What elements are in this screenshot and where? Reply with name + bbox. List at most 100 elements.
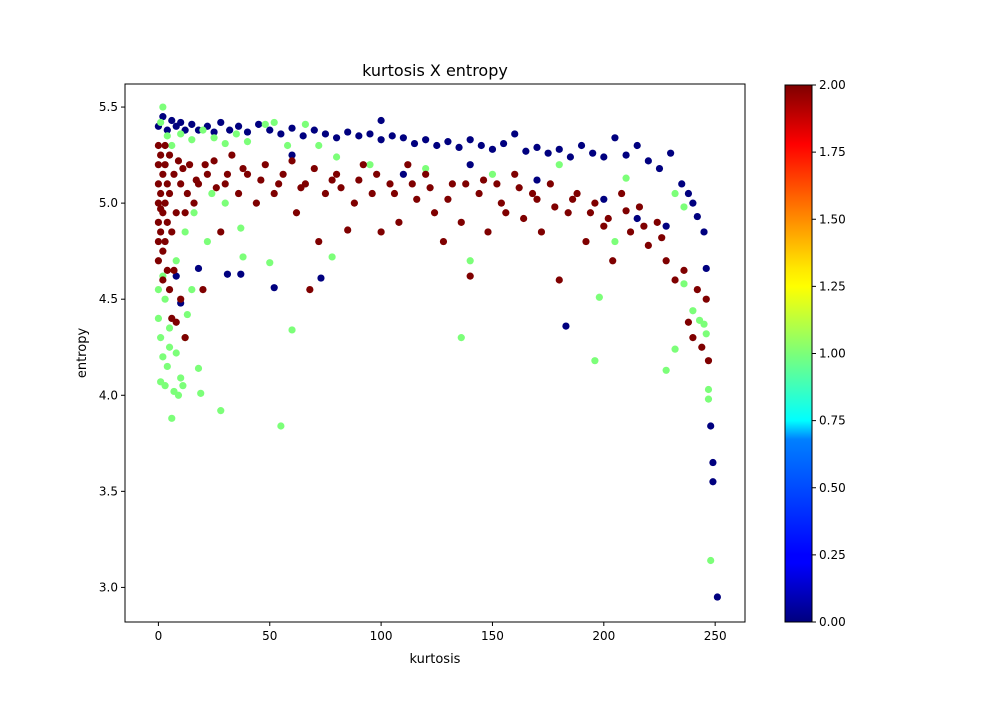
scatter-point-class-2 <box>159 170 167 178</box>
scatter-point-class-1 <box>179 382 187 390</box>
points-layer <box>154 103 721 601</box>
scatter-point-class-2 <box>493 180 501 188</box>
scatter-point-class-2 <box>165 285 174 294</box>
scatter-point-class-2 <box>537 228 546 236</box>
colorbar-tick-label: 0.50 <box>819 481 846 495</box>
scatter-point-class-2 <box>640 222 648 230</box>
scatter-point-class-2 <box>332 170 341 178</box>
colorbar-tick-label: 1.25 <box>819 279 846 293</box>
scatter-point-class-2 <box>555 276 563 284</box>
scatter-point-class-0 <box>377 116 385 125</box>
chart-title: kurtosis X entropy <box>362 61 508 80</box>
scatter-point-class-0 <box>477 141 485 150</box>
scatter-point-class-0 <box>709 458 717 467</box>
scatter-point-class-0 <box>168 116 176 125</box>
scatter-point-class-1 <box>163 362 171 371</box>
scatter-point-class-0 <box>172 272 180 280</box>
scatter-point-class-2 <box>430 209 439 217</box>
scatter-point-class-0 <box>444 138 452 146</box>
scatter-point-class-0 <box>266 126 274 134</box>
scatter-point-class-2 <box>684 318 693 326</box>
scatter-point-class-2 <box>564 209 572 217</box>
y-axis-ticks: 3.0 3.5 4.0 4.5 5.0 5.5 <box>99 100 125 594</box>
scatter-point-class-0 <box>713 593 721 601</box>
colorbar-tick-label: 1.00 <box>819 347 846 361</box>
scatter-point-class-2 <box>502 209 510 217</box>
scatter-point-class-1 <box>243 138 252 146</box>
scatter-point-class-2 <box>439 237 448 246</box>
x-tick-label: 200 <box>592 629 615 643</box>
scatter-point-class-2 <box>337 184 345 192</box>
y-tick-label: 3.0 <box>99 580 118 594</box>
scatter-point-class-0 <box>522 147 530 155</box>
scatter-point-class-1 <box>221 199 229 207</box>
scatter-point-class-1 <box>194 364 203 372</box>
scatter-point-class-1 <box>457 334 465 342</box>
scatter-point-class-0 <box>299 132 307 140</box>
scatter-point-class-2 <box>161 237 169 246</box>
scatter-point-class-0 <box>488 145 497 153</box>
y-tick-label: 5.0 <box>99 196 118 210</box>
scatter-point-class-0 <box>422 136 430 144</box>
scatter-point-class-1 <box>332 153 341 161</box>
scatter-point-class-2 <box>600 222 608 230</box>
scatter-point-class-2 <box>163 266 171 274</box>
colorbar-tick-label: 1.50 <box>819 212 846 226</box>
scatter-point-class-2 <box>528 189 537 198</box>
scatter-point-class-2 <box>179 164 187 173</box>
scatter-point-class-0 <box>188 120 196 128</box>
scatter-point-class-0 <box>544 149 552 157</box>
scatter-point-class-0 <box>700 228 708 236</box>
scatter-point-class-1 <box>210 134 218 142</box>
scatter-point-class-2 <box>221 180 229 188</box>
scatter-point-class-0 <box>210 128 218 136</box>
colorbar-ticks: 0.00 0.25 0.50 0.75 1.00 1.25 1.50 1.75 2.00 <box>812 78 846 629</box>
scatter-point-class-0 <box>693 212 701 221</box>
y-tick-label: 4.5 <box>99 292 118 306</box>
scatter-point-class-1 <box>188 136 196 144</box>
scatter-point-class-0 <box>589 149 597 157</box>
scatter-point-class-0 <box>633 214 641 223</box>
scatter-point-class-2 <box>704 357 713 365</box>
scatter-point-class-0 <box>577 141 586 150</box>
scatter-point-class-0 <box>255 120 263 128</box>
scatter-point-class-0 <box>234 122 243 130</box>
scatter-point-class-0 <box>566 153 575 161</box>
scatter-point-class-2 <box>671 276 679 284</box>
scatter-point-class-2 <box>170 266 178 274</box>
scatter-point-class-2 <box>201 161 209 169</box>
scatter-point-class-1 <box>366 161 374 169</box>
scatter-point-class-2 <box>181 209 189 217</box>
colorbar-tick-label: 0.00 <box>819 615 846 629</box>
scatter-point-class-2 <box>422 170 430 178</box>
scatter-point-class-2 <box>270 189 278 198</box>
scatter-point-class-1 <box>172 257 180 265</box>
scatter-point-class-2 <box>157 189 165 198</box>
scatter-point-class-2 <box>373 170 381 178</box>
scatter-point-class-0 <box>533 176 541 184</box>
y-tick-label: 5.5 <box>99 100 118 114</box>
scatter-point-class-1 <box>208 189 216 198</box>
scatter-point-class-1 <box>671 189 679 198</box>
scatter-point-class-1 <box>239 253 247 261</box>
scatter-point-class-2 <box>658 234 666 242</box>
scatter-point-class-1 <box>177 374 185 382</box>
scatter-point-class-0 <box>399 134 407 142</box>
scatter-point-class-1 <box>159 353 167 361</box>
scatter-point-class-2 <box>159 276 167 284</box>
scatter-point-class-2 <box>328 176 336 184</box>
scatter-point-class-1 <box>266 259 274 267</box>
scatter-point-class-2 <box>702 295 710 303</box>
scatter-point-class-2 <box>635 203 644 211</box>
scatter-point-class-2 <box>344 226 352 234</box>
scatter-point-class-1 <box>163 132 171 140</box>
scatter-point-class-0 <box>410 139 419 148</box>
scatter-point-class-2 <box>154 257 163 265</box>
scatter-point-class-1 <box>157 118 165 127</box>
scatter-point-class-1 <box>154 285 163 294</box>
scatter-point-class-0 <box>433 141 441 150</box>
scatter-point-class-1 <box>301 120 309 128</box>
scatter-point-class-1 <box>217 407 225 415</box>
scatter-point-class-1 <box>157 334 165 342</box>
